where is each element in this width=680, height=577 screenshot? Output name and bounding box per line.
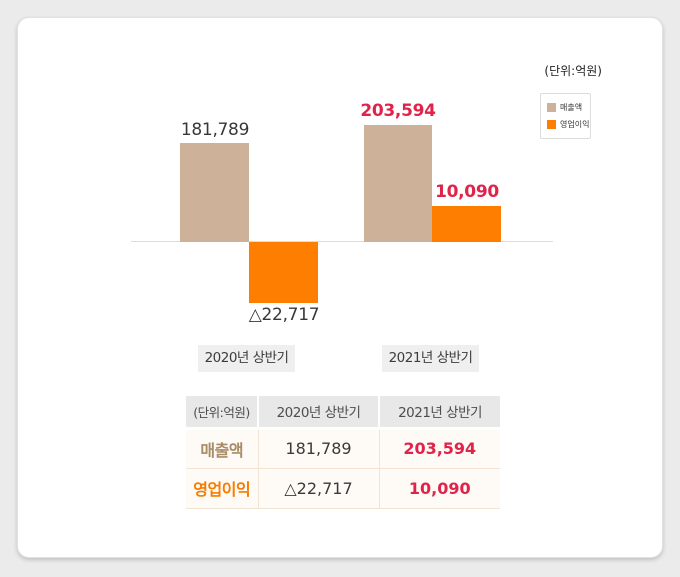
bar-value-revenue-2020: 181,789 — [180, 120, 250, 140]
legend-item-profit: 영업이익 — [547, 119, 590, 130]
chart-card: (단위:억원) 매출액 영업이익 181,789 △22,717 203,594… — [17, 17, 663, 558]
table-header-row: (단위:억원) 2020년 상반기 2021년 상반기 — [186, 396, 500, 430]
bar-operating-profit-2020 — [249, 242, 318, 303]
unit-label: (단위:억원) — [544, 64, 602, 78]
legend-label-revenue: 매출액 — [560, 103, 583, 112]
revenue-2020-value: 181,789 — [257, 427, 380, 469]
bar-value-profit-2021: 10,090 — [435, 182, 499, 202]
summary-table: (단위:억원) 2020년 상반기 2021년 상반기 매출액 181,789 … — [186, 396, 500, 509]
chart-legend: 매출액 영업이익 — [540, 93, 591, 139]
bar-operating-profit-2021 — [432, 206, 501, 242]
table-header-unit: (단위:억원) — [186, 396, 258, 430]
bar-revenue-2020 — [180, 143, 249, 242]
category-label-2021: 2021년 상반기 — [382, 345, 479, 372]
revenue-2021-value: 203,594 — [378, 427, 500, 469]
category-label-2020: 2020년 상반기 — [198, 345, 295, 372]
bar-value-revenue-2021: 203,594 — [360, 101, 436, 121]
table-row-revenue: 매출액 181,789 203,594 — [186, 427, 500, 469]
profit-swatch-icon — [547, 120, 556, 129]
row-label-profit: 영업이익 — [186, 467, 259, 509]
bar-value-profit-2020: △22,717 — [248, 305, 320, 325]
legend-label-profit: 영업이익 — [560, 120, 590, 129]
bar-revenue-2021 — [364, 125, 432, 242]
table-header-2021: 2021년 상반기 — [378, 396, 500, 430]
row-label-revenue: 매출액 — [186, 427, 259, 469]
axis-baseline — [131, 241, 553, 242]
profit-2020-value: △22,717 — [257, 467, 380, 509]
profit-2021-value: 10,090 — [378, 467, 500, 509]
table-row-profit: 영업이익 △22,717 10,090 — [186, 467, 500, 509]
legend-item-revenue: 매출액 — [547, 102, 590, 113]
revenue-swatch-icon — [547, 103, 556, 112]
table-header-2020: 2020년 상반기 — [257, 396, 379, 430]
